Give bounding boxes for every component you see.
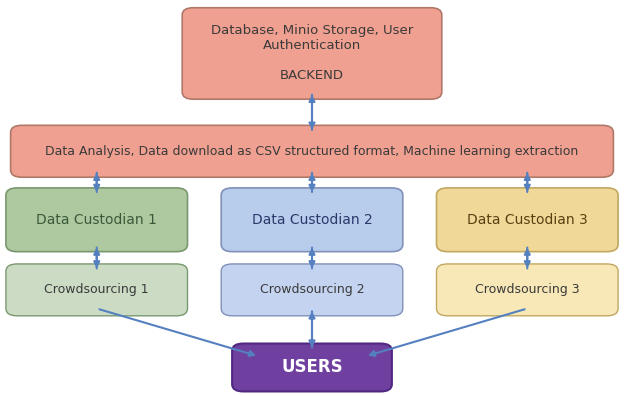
Text: Database, Minio Storage, User
Authentication

BACKEND: Database, Minio Storage, User Authentica…	[211, 25, 413, 82]
FancyBboxPatch shape	[221, 188, 403, 252]
FancyBboxPatch shape	[221, 264, 403, 316]
FancyBboxPatch shape	[11, 125, 613, 177]
Text: Crowdsourcing 1: Crowdsourcing 1	[44, 284, 149, 296]
FancyBboxPatch shape	[232, 344, 392, 391]
Text: Crowdsourcing 3: Crowdsourcing 3	[475, 284, 580, 296]
Text: USERS: USERS	[281, 358, 343, 377]
Text: Data Custodian 2: Data Custodian 2	[251, 213, 373, 227]
FancyBboxPatch shape	[6, 264, 187, 316]
FancyBboxPatch shape	[437, 264, 618, 316]
Text: Data Analysis, Data download as CSV structured format, Machine learning extracti: Data Analysis, Data download as CSV stru…	[46, 145, 578, 158]
Text: Crowdsourcing 2: Crowdsourcing 2	[260, 284, 364, 296]
FancyBboxPatch shape	[182, 8, 442, 99]
FancyBboxPatch shape	[437, 188, 618, 252]
Text: Data Custodian 1: Data Custodian 1	[36, 213, 157, 227]
Text: Data Custodian 3: Data Custodian 3	[467, 213, 588, 227]
FancyBboxPatch shape	[6, 188, 187, 252]
